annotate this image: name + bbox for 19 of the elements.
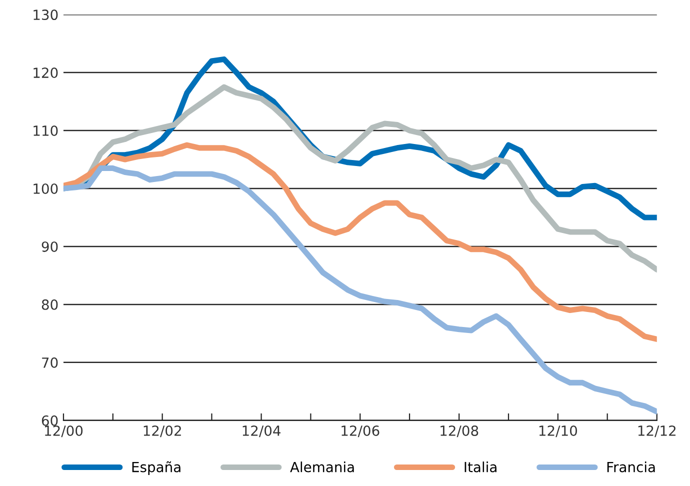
x-tick-label: 12/02 xyxy=(144,425,181,438)
y-tick-label: 60 xyxy=(42,415,58,426)
legend-label: Alemania xyxy=(290,462,354,472)
legend-label: Francia xyxy=(607,462,655,472)
y-tick-label: 90 xyxy=(42,241,58,252)
x-tick-label: 12/10 xyxy=(539,425,578,438)
x-tick-label: 12/08 xyxy=(440,425,478,438)
y-tick-label: 70 xyxy=(42,357,58,368)
y-tick-label: 100 xyxy=(34,183,58,194)
x-tick-label: 12/12 xyxy=(638,425,676,438)
x-tick-label: 12/06 xyxy=(342,425,380,438)
x-tick-label: 12/00 xyxy=(44,425,83,438)
y-tick-label: 130 xyxy=(34,10,58,20)
legend-label: España xyxy=(132,461,180,475)
x-tick-label: 12/04 xyxy=(242,425,281,438)
y-tick-label: 80 xyxy=(42,299,58,310)
y-tick-label: 110 xyxy=(34,125,58,136)
legend-label: Italia xyxy=(464,462,496,472)
y-tick-label: 120 xyxy=(34,68,58,78)
